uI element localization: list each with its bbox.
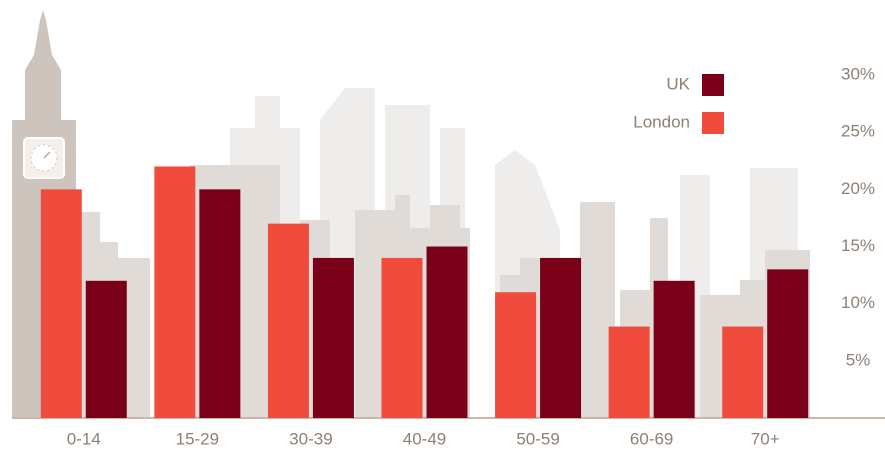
bar xyxy=(426,246,468,418)
bar xyxy=(608,326,650,418)
y-tick-label: 25% xyxy=(841,122,875,141)
bar xyxy=(267,223,309,418)
x-tick-label: 60-69 xyxy=(630,429,673,448)
x-tick-label: 70+ xyxy=(751,429,780,448)
y-tick-label: 10% xyxy=(841,293,875,312)
bar xyxy=(40,189,82,418)
y-tick-label: 20% xyxy=(841,179,875,198)
bar xyxy=(722,326,764,418)
y-tick-label: 30% xyxy=(841,64,875,83)
legend-label: UK xyxy=(666,74,690,93)
bar xyxy=(85,280,127,418)
x-tick-label: 15-29 xyxy=(176,429,219,448)
bar xyxy=(540,257,582,418)
bar xyxy=(199,189,241,418)
bar xyxy=(495,292,537,418)
x-tick-label: 0-14 xyxy=(67,429,101,448)
bar xyxy=(381,257,423,418)
legend-swatch xyxy=(702,112,724,134)
bar xyxy=(154,166,196,418)
x-tick-label: 30-39 xyxy=(289,429,332,448)
legend-label: London xyxy=(633,112,690,131)
x-tick-label: 40-49 xyxy=(403,429,446,448)
y-tick-label: 15% xyxy=(841,236,875,255)
y-tick-label: 5% xyxy=(846,350,871,369)
x-tick-label: 50-59 xyxy=(516,429,559,448)
legend-swatch xyxy=(702,74,724,96)
bar xyxy=(653,280,695,418)
bar xyxy=(767,269,809,418)
bar xyxy=(312,257,354,418)
